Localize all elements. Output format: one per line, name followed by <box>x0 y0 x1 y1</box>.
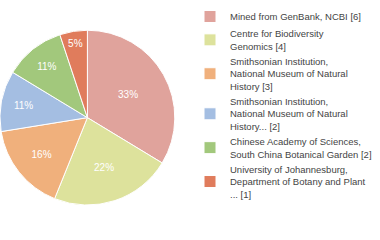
svg-text:5%: 5% <box>68 38 83 49</box>
svg-text:22%: 22% <box>94 162 114 173</box>
svg-text:Mined from GenBank, NCBI [6]: Mined from GenBank, NCBI [6] <box>230 11 361 22</box>
svg-text:11%: 11% <box>14 100 33 111</box>
svg-text:16%: 16% <box>32 149 52 160</box>
svg-text:33%: 33% <box>118 89 138 100</box>
svg-text:Smithsonian Institution,Nation: Smithsonian Institution,National Museum … <box>230 96 348 132</box>
svg-text:11%: 11% <box>37 61 56 72</box>
svg-text:Chinese Academy of Sciences,So: Chinese Academy of Sciences,South China … <box>230 136 372 159</box>
svg-text:University of Johannesburg,Dep: University of Johannesburg,Department of… <box>230 164 366 200</box>
svg-text:Smithsonian Institution,Nation: Smithsonian Institution,National Museum … <box>230 56 348 92</box>
svg-text:Centre for BiodiversityGenomic: Centre for BiodiversityGenomics [4] <box>230 28 324 51</box>
